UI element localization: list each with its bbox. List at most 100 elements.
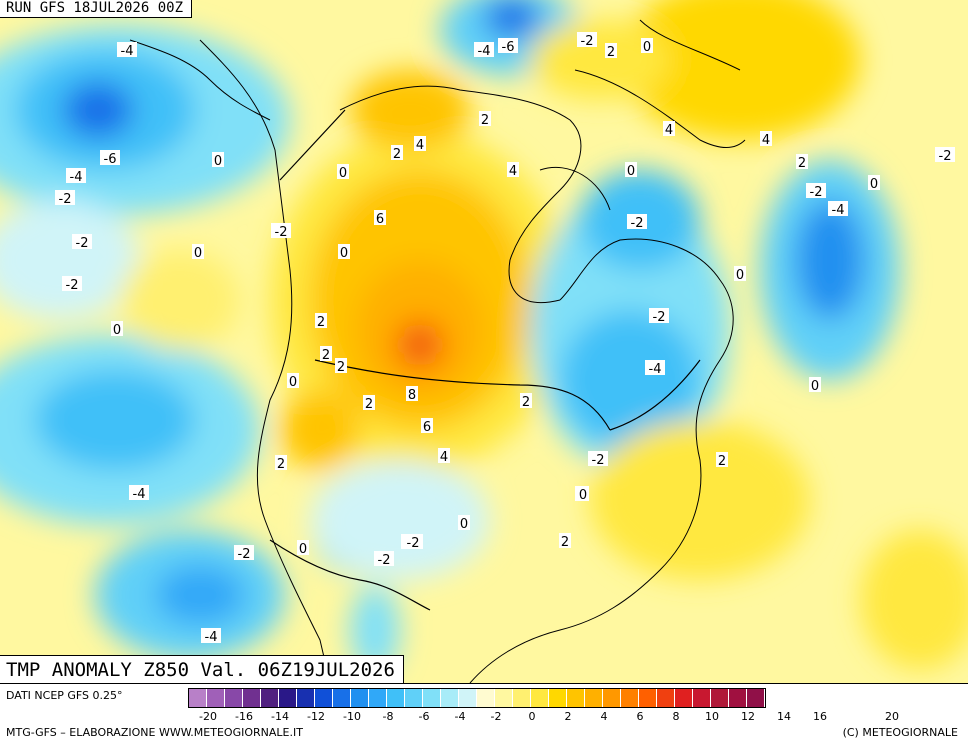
color-swatch bbox=[729, 689, 747, 707]
contour-label-bg bbox=[287, 373, 299, 388]
contour-label: 2 bbox=[481, 113, 489, 128]
color-scale-tick: 16 bbox=[813, 710, 827, 723]
contour-label-bg bbox=[335, 358, 347, 373]
contour-label-bg bbox=[315, 313, 327, 328]
color-swatch bbox=[405, 689, 423, 707]
color-swatch bbox=[711, 689, 729, 707]
contour-label-bg bbox=[498, 38, 518, 53]
contour-label: 8 bbox=[408, 388, 416, 403]
contour-label: -4 bbox=[121, 44, 134, 59]
contour-label: 6 bbox=[376, 212, 384, 227]
contour-label-bg bbox=[588, 451, 608, 466]
color-swatch bbox=[657, 689, 675, 707]
contour-label-bg bbox=[577, 486, 589, 501]
contour-label: 2 bbox=[607, 45, 615, 60]
color-swatch bbox=[441, 689, 459, 707]
contour-label: 2 bbox=[277, 457, 285, 472]
contour-label-bg bbox=[271, 223, 291, 238]
color-swatch bbox=[585, 689, 603, 707]
contour-label-bg bbox=[559, 533, 571, 548]
contour-label-bg bbox=[474, 42, 494, 57]
contour-label-bg bbox=[663, 121, 675, 136]
contour-label: 0 bbox=[340, 246, 348, 261]
color-swatch bbox=[675, 689, 693, 707]
contour-label: 2 bbox=[522, 395, 530, 410]
color-scale-tick: -10 bbox=[343, 710, 361, 723]
color-scale-bar bbox=[188, 688, 766, 708]
contour-label-bg bbox=[338, 244, 350, 259]
color-swatch bbox=[315, 689, 333, 707]
contour-label-bg bbox=[935, 147, 955, 162]
color-swatch bbox=[531, 689, 549, 707]
contour-label-bg bbox=[111, 321, 123, 336]
color-scale-tick: -16 bbox=[235, 710, 253, 723]
contour-label-bg bbox=[809, 377, 821, 392]
credit-right: (C) METEOGIORNALE bbox=[842, 726, 958, 739]
contour-label: -2 bbox=[653, 310, 666, 325]
contour-label-bg bbox=[649, 308, 669, 323]
color-scale-tick: 2 bbox=[564, 710, 572, 723]
contour-label-bg bbox=[760, 131, 772, 146]
color-swatch bbox=[459, 689, 477, 707]
contour-label-bg bbox=[374, 210, 386, 225]
contour-label: -4 bbox=[205, 630, 218, 645]
color-swatch bbox=[495, 689, 513, 707]
color-scale-tick: -8 bbox=[382, 710, 394, 723]
color-swatch bbox=[567, 689, 585, 707]
color-scale-tick: 12 bbox=[741, 710, 755, 723]
color-swatch bbox=[243, 689, 261, 707]
contour-label-bg bbox=[117, 42, 137, 57]
color-swatch bbox=[513, 689, 531, 707]
contour-label: 2 bbox=[317, 315, 325, 330]
contour-label-bg bbox=[421, 418, 433, 433]
contour-label: -2 bbox=[631, 216, 644, 231]
contour-label-bg bbox=[641, 38, 653, 53]
credit-left: MTG-GFS – ELABORAZIONE WWW.METEOGIORNALE… bbox=[6, 726, 303, 739]
color-swatch bbox=[639, 689, 657, 707]
contour-label-bg bbox=[234, 545, 254, 560]
color-swatch bbox=[279, 689, 297, 707]
contour-label: 4 bbox=[509, 164, 517, 179]
contour-label-bg bbox=[716, 452, 728, 467]
contour-label-bg bbox=[363, 395, 375, 410]
anomaly-field bbox=[0, 0, 968, 675]
contour-label: 4 bbox=[440, 450, 448, 465]
contour-label-bg bbox=[828, 201, 848, 216]
contour-label: -2 bbox=[378, 553, 391, 568]
contour-label-bg bbox=[577, 32, 597, 47]
contour-label: -2 bbox=[76, 236, 89, 251]
color-scale-tick: 4 bbox=[600, 710, 608, 723]
map-title: TMP ANOMALY Z850 Val. 06Z19JUL2026 bbox=[0, 655, 404, 684]
contour-label: -2 bbox=[238, 547, 251, 562]
contour-label-bg bbox=[391, 145, 403, 160]
color-scale-tick: 6 bbox=[636, 710, 644, 723]
contour-label-bg bbox=[297, 540, 309, 555]
color-swatch bbox=[693, 689, 711, 707]
contour-label: 2 bbox=[798, 156, 806, 171]
contour-label-bg bbox=[403, 534, 423, 549]
contour-label-bg bbox=[645, 360, 665, 375]
contour-label-bg bbox=[507, 162, 519, 177]
color-swatch bbox=[603, 689, 621, 707]
color-swatch bbox=[351, 689, 369, 707]
contour-label-bg bbox=[520, 393, 532, 408]
country-borders bbox=[269, 109, 701, 611]
contour-label: 0 bbox=[289, 375, 297, 390]
contour-label-bg bbox=[806, 183, 826, 198]
contour-label-bg bbox=[66, 168, 86, 183]
contour-label: 0 bbox=[870, 177, 878, 192]
contour-label: 2 bbox=[322, 348, 330, 363]
color-scale-tick: -2 bbox=[490, 710, 502, 723]
contour-label: 4 bbox=[762, 133, 770, 148]
temperature-anomaly-map: -4 -6 0 -4 -2 -2 0 -2 0 -6 -4 -2 0 2 0 4 -2 0 2 4 2 4 6 2 0 -2 -2 0… bbox=[0, 0, 968, 683]
contour-label: -2 bbox=[810, 185, 823, 200]
color-scale-tick: 20 bbox=[885, 710, 899, 723]
map-canvas: -4-6 0-4-2-20-20-6-4-2 0204-202424620-2-20… bbox=[0, 0, 968, 683]
contour-label: -2 bbox=[66, 278, 79, 293]
contour-label-bg bbox=[458, 515, 470, 530]
color-scale-tick: 14 bbox=[777, 710, 791, 723]
color-swatch bbox=[333, 689, 351, 707]
contour-label: 0 bbox=[811, 379, 819, 394]
contour-label: -2 bbox=[592, 453, 605, 468]
contour-labels: -4-6 0-4-2-20-20-6-4-2 0204-202424620-2-20… bbox=[55, 32, 955, 645]
